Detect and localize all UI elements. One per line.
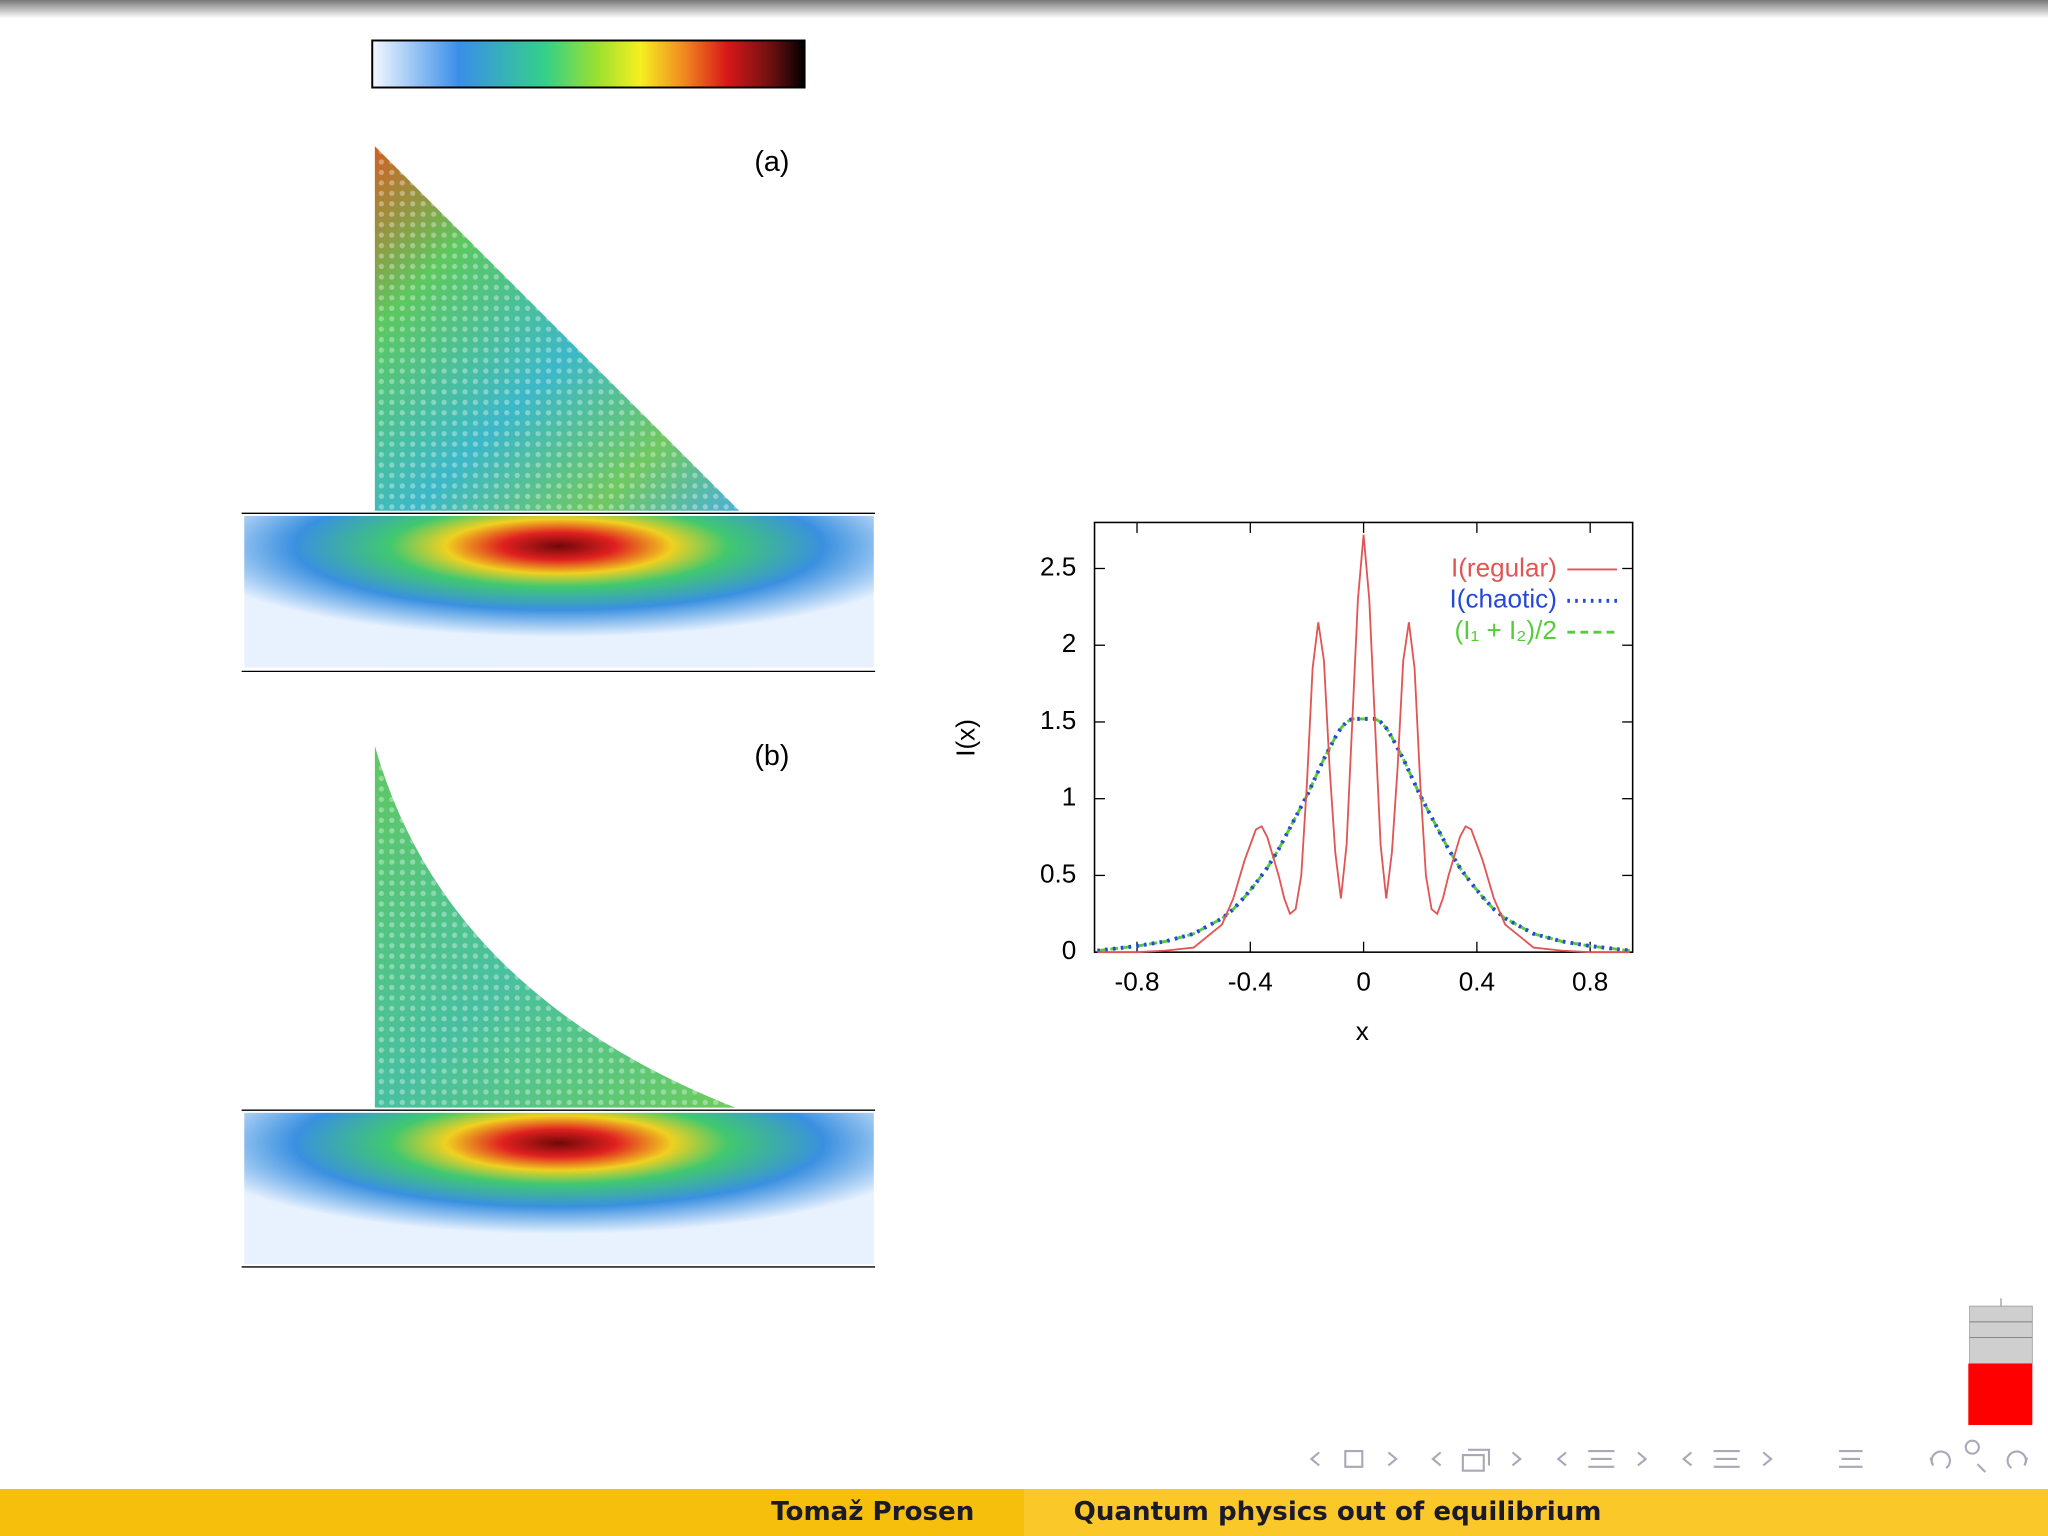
footer-left	[0, 1488, 1024, 1536]
nav-subsection[interactable]	[1431, 1448, 1522, 1472]
y-tick-label: 2	[1062, 628, 1077, 658]
logo-red	[1968, 1363, 2033, 1425]
x-tick-label: 0.4	[1459, 966, 1495, 996]
nav-forward[interactable]	[2006, 1450, 2029, 1469]
figure-a: (a)	[241, 146, 876, 672]
footer-author: Tomaž Prosen	[771, 1497, 974, 1527]
line-series	[1097, 534, 1630, 954]
top-shade	[0, 0, 2048, 19]
logo-detail	[1969, 1298, 2033, 1338]
y-axis-label: I(x)	[951, 719, 981, 757]
y-tick-label: 0.5	[1040, 858, 1076, 888]
wave-texture	[374, 745, 736, 1108]
legend-label: (I₁ + I₂)/2	[1455, 615, 1557, 645]
y-tick-label: 1	[1062, 782, 1077, 812]
legend-label: I(regular)	[1451, 552, 1557, 582]
legend-label: I(chaotic)	[1450, 584, 1557, 614]
y-tick-label: 2.5	[1040, 551, 1076, 581]
x-tick-label: 0.8	[1572, 966, 1608, 996]
footer: Tomaž Prosen Quantum physics out of equi…	[0, 1488, 2048, 1536]
figure-label: (b)	[754, 740, 789, 772]
x-axis-label: x	[1356, 1016, 1369, 1046]
x-tick-label: 0	[1356, 966, 1371, 996]
logo	[1968, 1298, 2033, 1425]
chart: x I(x) 0 0.5 1 1.5 2 2.5 -0.8 -0.4 0 0.4 0.8 I(regu…	[951, 521, 1634, 1046]
nav-back[interactable]	[1929, 1450, 1951, 1469]
figure-label: (a)	[754, 146, 789, 178]
colorbar	[371, 39, 806, 89]
nav-search[interactable]	[1964, 1439, 1987, 1473]
footer-title: Quantum physics out of equilibrium	[1074, 1497, 1602, 1527]
navigation	[1309, 1439, 2029, 1473]
wave-beam	[244, 515, 874, 668]
logo-building	[1969, 1305, 2033, 1364]
footer-right	[1024, 1488, 2048, 1536]
nav-frame[interactable]	[1309, 1450, 1398, 1468]
line-series	[1097, 717, 1630, 953]
y-tick-label: 0	[1062, 935, 1077, 965]
y-tick-label: 1.5	[1040, 705, 1076, 735]
nav-presentation[interactable]	[1681, 1450, 1773, 1468]
x-tick-label: -0.4	[1228, 966, 1273, 996]
line-series	[1097, 716, 1631, 953]
wave-beam	[244, 1112, 874, 1265]
wave-texture	[374, 146, 740, 511]
nav-section[interactable]	[1556, 1450, 1648, 1468]
figure-b: (b)	[241, 740, 876, 1268]
x-tick-label: -0.8	[1115, 966, 1160, 996]
nav-toc[interactable]	[1839, 1450, 1863, 1468]
